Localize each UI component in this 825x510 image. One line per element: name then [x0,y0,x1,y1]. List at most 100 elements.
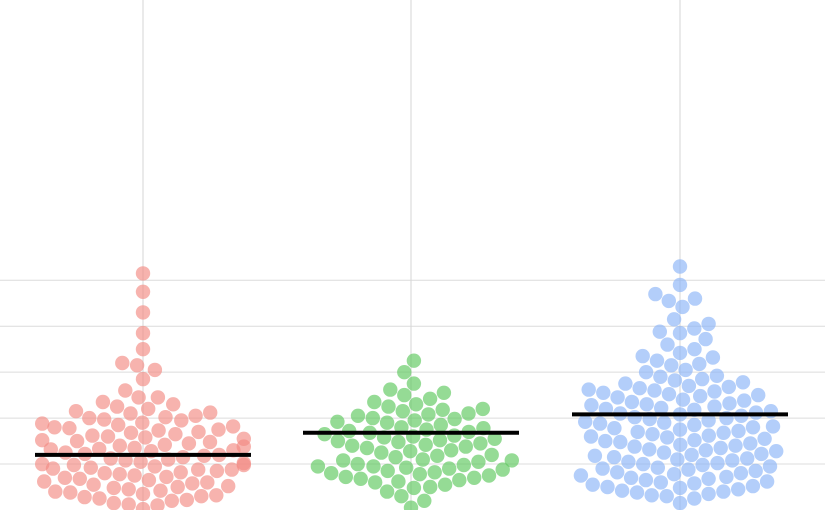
data-point [395,404,410,419]
data-point [667,373,683,388]
data-point [37,474,52,489]
data-point [97,412,112,427]
data-point [138,430,153,445]
data-point [209,488,224,503]
data-point [135,305,151,320]
data-point [444,443,459,458]
data-point [630,424,645,440]
data-point [600,479,615,495]
data-point [92,441,107,457]
data-point [681,378,697,394]
data-point [135,501,151,510]
series-1-points [35,266,251,510]
data-point [652,324,667,339]
data-point [92,491,107,506]
data-point [115,355,130,371]
data-point [649,353,665,368]
data-point [135,486,151,502]
data-point [672,259,688,274]
data-point [656,445,672,460]
data-point [461,406,476,421]
data-point [135,342,151,357]
data-point [467,470,482,485]
data-point [650,460,665,475]
data-point [153,483,168,498]
data-point [380,463,395,479]
data-point [587,448,603,463]
data-point [202,434,218,450]
data-point [408,397,424,412]
data-point [83,460,99,475]
data-point [452,472,467,488]
data-point [471,454,486,469]
data-point [236,439,251,454]
data-point [403,444,418,459]
data-point [47,420,62,435]
data-point [719,469,734,485]
data-point [458,439,473,454]
data-point [112,438,128,453]
data-point [403,500,419,510]
data-point [407,413,422,428]
data-point [166,397,181,412]
data-point [687,342,702,357]
data-point [447,411,462,427]
data-point [606,450,622,465]
data-point [487,431,502,446]
data-point [584,398,599,413]
data-point [607,421,622,436]
data-point [406,376,422,391]
data-point [638,365,654,380]
data-point [406,480,422,496]
data-point [133,454,148,469]
data-point [731,423,746,439]
data-point [701,486,716,502]
data-point [716,425,731,440]
data-point [635,348,650,364]
data-point [82,410,97,426]
data-point [713,440,728,456]
data-point [653,475,668,490]
data-point [740,451,755,466]
data-point [150,390,166,405]
data-point [209,463,225,479]
data-point [618,376,633,391]
data-point [194,489,209,504]
data-point [72,471,88,486]
data-point [701,316,716,332]
data-point [157,437,172,452]
data-point [687,417,702,433]
data-point [759,474,775,489]
data-point [111,417,126,433]
data-point [442,461,457,476]
data-point [687,491,702,506]
data-point [698,443,713,458]
data-point [733,466,749,481]
data-point [45,461,61,476]
data-point [659,489,674,504]
data-point [399,460,414,475]
data-point [97,466,112,481]
data-point [654,400,669,416]
data-point [366,459,381,474]
data-point [191,424,206,440]
data-point [391,474,406,489]
data-point [627,410,642,425]
data-point [336,453,351,468]
data-point [610,390,625,405]
data-point [95,394,111,410]
data-point [58,445,73,460]
data-point [716,484,731,499]
data-point [678,362,693,378]
data-point [722,396,737,411]
data-point [109,399,125,414]
data-point [415,452,430,467]
data-point [695,457,710,473]
data-point [106,495,121,510]
data-point [675,392,691,407]
data-point [701,471,716,486]
data-point [159,469,174,485]
data-point [672,495,688,510]
data-point [141,401,156,417]
data-point [687,433,702,448]
